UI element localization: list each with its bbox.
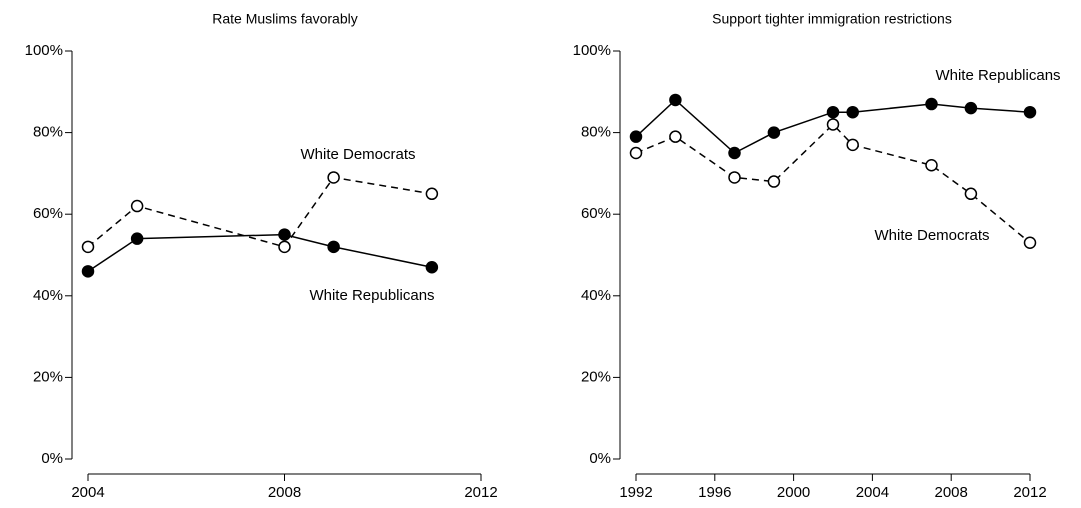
y-tick-label: 20% bbox=[33, 368, 63, 385]
x-tick-label: 2004 bbox=[856, 484, 889, 501]
data-point bbox=[425, 260, 439, 274]
x-tick-label: 1992 bbox=[619, 484, 652, 501]
y-tick-label: 0% bbox=[589, 450, 611, 467]
data-point bbox=[278, 228, 291, 241]
x-tick-label: 2004 bbox=[71, 484, 104, 501]
y-tick-label: 40% bbox=[581, 287, 611, 304]
series-label: White Republicans bbox=[935, 67, 1060, 84]
x-tick-label: 2012 bbox=[464, 484, 497, 501]
data-point bbox=[846, 138, 859, 152]
x-tick-label: 2008 bbox=[935, 484, 968, 501]
y-tick-label: 60% bbox=[33, 205, 63, 222]
data-point bbox=[130, 199, 144, 213]
data-point bbox=[669, 93, 682, 107]
data-point bbox=[130, 232, 144, 245]
x-tick-label: 2012 bbox=[1013, 484, 1046, 501]
data-point bbox=[964, 187, 978, 201]
data-point bbox=[826, 105, 840, 119]
data-point bbox=[964, 101, 978, 115]
data-point bbox=[81, 265, 95, 278]
y-tick-label: 100% bbox=[573, 42, 611, 59]
data-point bbox=[925, 97, 938, 111]
data-point bbox=[767, 175, 781, 188]
series-label: White Democrats bbox=[874, 227, 989, 244]
data-point bbox=[278, 240, 291, 254]
y-tick-label: 100% bbox=[25, 42, 63, 59]
data-point bbox=[629, 130, 643, 143]
data-point bbox=[728, 171, 741, 184]
y-tick-label: 20% bbox=[581, 368, 611, 385]
data-point bbox=[767, 126, 781, 139]
y-tick-label: 60% bbox=[581, 205, 611, 222]
data-point bbox=[425, 187, 439, 201]
data-point bbox=[1023, 105, 1037, 119]
y-tick-label: 80% bbox=[581, 124, 611, 141]
data-point bbox=[826, 118, 840, 131]
data-point bbox=[925, 158, 938, 172]
data-point bbox=[81, 240, 95, 254]
y-tick-label: 80% bbox=[33, 124, 63, 141]
x-tick-label: 2008 bbox=[268, 484, 301, 501]
x-tick-label: 1996 bbox=[698, 484, 731, 501]
y-tick-label: 40% bbox=[33, 287, 63, 304]
data-point bbox=[846, 105, 859, 119]
series-label: White Democrats bbox=[300, 146, 415, 163]
chart-title: Support tighter immigration restrictions bbox=[712, 11, 952, 27]
data-point bbox=[629, 146, 643, 160]
y-tick-label: 0% bbox=[41, 450, 63, 467]
data-point bbox=[327, 171, 340, 184]
data-point bbox=[1023, 236, 1037, 250]
data-point bbox=[728, 146, 741, 160]
series-line bbox=[635, 123, 1031, 244]
x-tick-label: 2000 bbox=[777, 484, 810, 501]
chart-title: Rate Muslims favorably bbox=[212, 11, 358, 27]
data-point bbox=[669, 130, 682, 143]
series-label: White Republicans bbox=[309, 287, 434, 304]
data-point bbox=[327, 240, 340, 254]
